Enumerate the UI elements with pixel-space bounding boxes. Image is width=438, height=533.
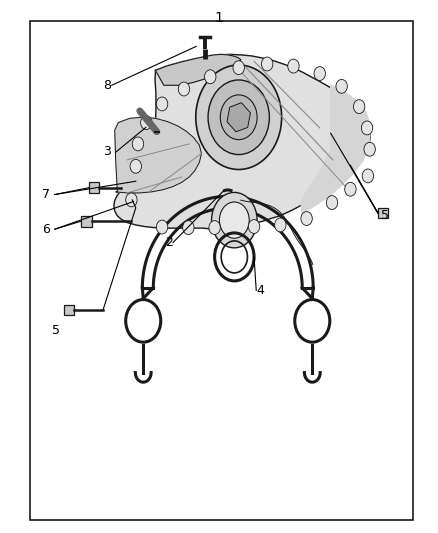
Polygon shape (155, 54, 241, 85)
Circle shape (156, 220, 168, 234)
Polygon shape (301, 85, 370, 213)
Text: 5: 5 (381, 209, 389, 222)
Circle shape (156, 97, 168, 111)
Text: 1: 1 (215, 11, 223, 25)
FancyBboxPatch shape (378, 208, 388, 218)
Text: 7: 7 (42, 188, 50, 201)
Text: 8: 8 (103, 79, 111, 92)
Circle shape (208, 80, 269, 155)
Circle shape (326, 196, 338, 209)
Circle shape (205, 70, 216, 84)
Circle shape (364, 142, 375, 156)
Circle shape (314, 67, 325, 80)
Circle shape (183, 221, 194, 235)
Text: 2: 2 (165, 236, 173, 249)
Text: 3: 3 (103, 146, 111, 158)
Circle shape (178, 82, 190, 96)
Text: 4: 4 (257, 284, 265, 297)
Circle shape (362, 169, 374, 183)
FancyBboxPatch shape (64, 305, 74, 315)
Circle shape (212, 192, 257, 248)
Circle shape (336, 79, 347, 93)
FancyBboxPatch shape (89, 182, 99, 193)
Circle shape (301, 212, 312, 225)
Circle shape (126, 193, 137, 207)
Circle shape (275, 218, 286, 232)
Circle shape (209, 221, 220, 235)
Circle shape (361, 121, 373, 135)
Polygon shape (115, 117, 201, 193)
Polygon shape (227, 103, 251, 132)
Circle shape (233, 61, 244, 75)
Text: 5: 5 (52, 324, 60, 337)
Circle shape (130, 159, 141, 173)
Text: 6: 6 (42, 223, 50, 236)
Circle shape (345, 182, 356, 196)
Circle shape (196, 65, 282, 169)
Circle shape (220, 95, 257, 140)
Circle shape (353, 100, 365, 114)
FancyBboxPatch shape (81, 216, 92, 227)
Circle shape (288, 59, 299, 73)
Circle shape (261, 57, 273, 71)
Circle shape (219, 202, 249, 238)
Polygon shape (114, 54, 370, 230)
Circle shape (141, 116, 152, 130)
Circle shape (248, 220, 260, 233)
Circle shape (132, 137, 144, 151)
